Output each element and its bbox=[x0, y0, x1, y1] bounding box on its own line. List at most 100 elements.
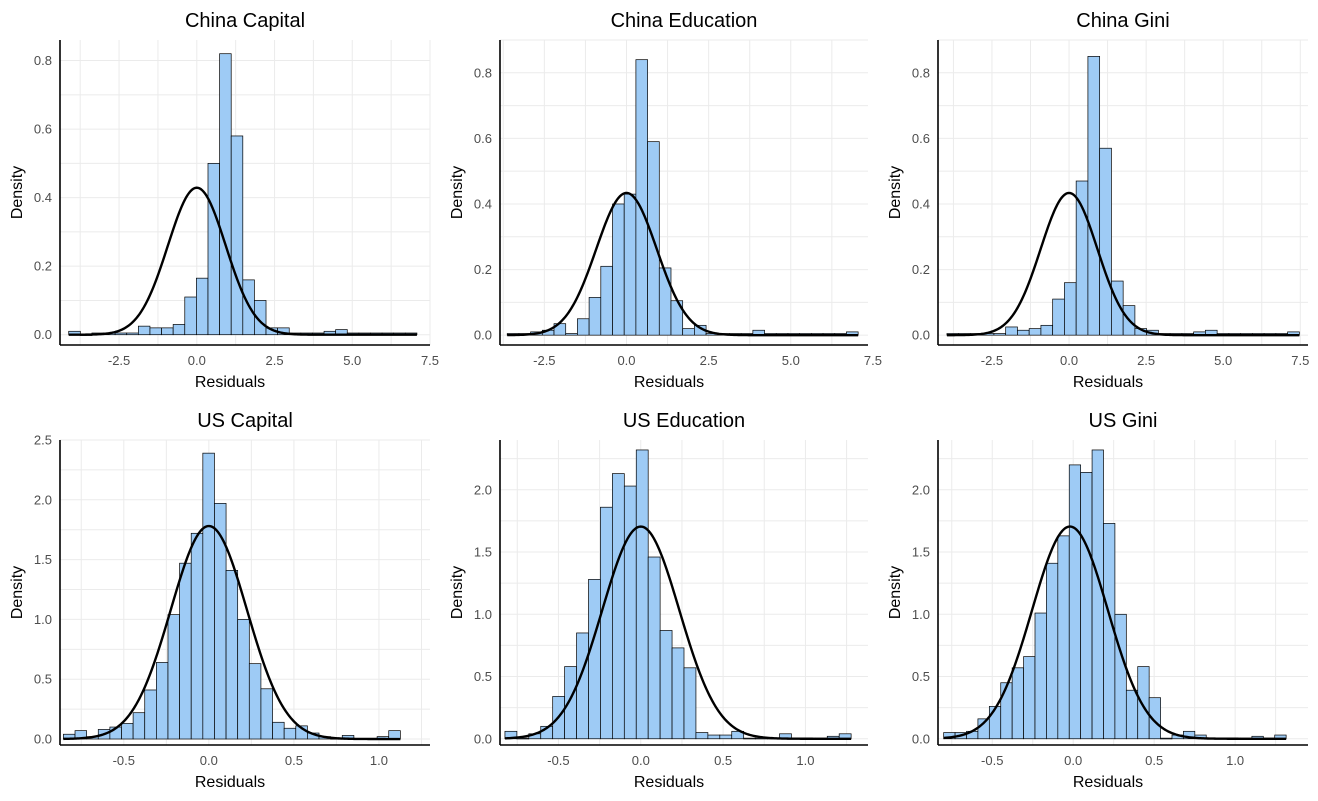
x-tick-label: 0.0 bbox=[1060, 353, 1078, 368]
histogram-bar bbox=[612, 473, 625, 740]
histogram-bar bbox=[254, 300, 267, 336]
china-capital-y-axis-title: Density bbox=[9, 166, 26, 219]
histogram-bar bbox=[1000, 682, 1013, 740]
y-tick-label: 0.2 bbox=[912, 262, 930, 277]
histogram-bar bbox=[612, 203, 625, 336]
us-capital-density-curve bbox=[63, 524, 401, 741]
histogram-bar bbox=[1068, 464, 1082, 740]
histogram-bar bbox=[1114, 613, 1127, 740]
histogram-bar bbox=[623, 485, 637, 740]
x-tick-label: 0.5 bbox=[285, 753, 303, 768]
us-gini-panel: -0.5 0.0 0.5 1.0 0.0 0.5 1.0 1.5 2.0 US Gini Resid… bbox=[887, 410, 1308, 791]
histogram-bar bbox=[1080, 472, 1093, 740]
y-tick-label: 0.2 bbox=[474, 262, 492, 277]
y-tick-label: 0.6 bbox=[34, 122, 52, 137]
x-tick-label: -0.5 bbox=[547, 753, 569, 768]
y-tick-label: 2.0 bbox=[912, 482, 930, 497]
histogram-bar bbox=[388, 730, 401, 740]
china-education-grid bbox=[500, 39, 868, 345]
china-gini-title: China Gini bbox=[1076, 10, 1169, 32]
x-tick-label: -2.5 bbox=[981, 353, 1003, 368]
histogram-bar bbox=[121, 723, 134, 740]
x-tick-label: 1.0 bbox=[1226, 753, 1244, 768]
histogram-bar bbox=[577, 318, 590, 336]
us-education-x-axis-title: Residuals bbox=[634, 774, 704, 791]
y-tick-label: 0.5 bbox=[912, 669, 930, 684]
us-education-y-axis-title: Density bbox=[449, 566, 466, 619]
histogram-bar bbox=[671, 647, 685, 740]
histogram-bar bbox=[993, 333, 1007, 336]
y-tick-label: 2.0 bbox=[34, 492, 52, 507]
y-tick-label: 0.0 bbox=[474, 731, 492, 746]
china-capital-x-axis-title: Residuals bbox=[195, 374, 265, 391]
y-tick-label: 0.0 bbox=[912, 328, 930, 343]
y-tick-label: 0.0 bbox=[474, 328, 492, 343]
histogram-bar bbox=[1137, 666, 1150, 740]
y-tick-label: 1.0 bbox=[34, 612, 52, 627]
histogram-bar bbox=[132, 712, 146, 740]
histogram-bar bbox=[219, 53, 232, 336]
y-tick-label: 0.0 bbox=[912, 731, 930, 746]
histogram-bar bbox=[743, 737, 756, 740]
histogram-bar bbox=[564, 666, 577, 740]
y-tick-label: 1.5 bbox=[474, 545, 492, 560]
histogram-bar bbox=[196, 277, 209, 336]
histogram-bar bbox=[659, 630, 673, 740]
histogram-bar bbox=[230, 135, 244, 336]
y-tick-label: 0.4 bbox=[34, 190, 52, 205]
x-tick-label: 0.0 bbox=[617, 353, 635, 368]
y-tick-label: 0.2 bbox=[34, 259, 52, 274]
histogram-bar bbox=[1125, 689, 1139, 740]
histogram-bar bbox=[272, 721, 285, 740]
histogram-bar bbox=[260, 688, 273, 740]
x-tick-label: 0.0 bbox=[632, 753, 650, 768]
y-tick-label: 1.0 bbox=[912, 607, 930, 622]
histogram-bar bbox=[988, 706, 1002, 740]
x-tick-label: 0.0 bbox=[200, 753, 218, 768]
china-education-panel: -2.5 0.0 2.5 5.0 7.5 0.0 0.2 0.4 0.6 0.8 China Edu… bbox=[449, 10, 882, 391]
y-tick-label: 1.0 bbox=[474, 607, 492, 622]
x-tick-label: -2.5 bbox=[108, 353, 130, 368]
x-tick-label: 7.5 bbox=[1291, 353, 1309, 368]
histogram-bar bbox=[683, 667, 697, 740]
histogram-bar bbox=[114, 332, 128, 336]
x-tick-label: 1.0 bbox=[370, 753, 388, 768]
us-gini-y-axis-title: Density bbox=[887, 566, 904, 619]
china-capital-panel: -2.5 0.0 2.5 5.0 7.5 0.0 0.2 0.4 0.6 0.8 China Cap… bbox=[9, 10, 439, 391]
x-tick-label: 7.5 bbox=[864, 353, 882, 368]
x-tick-label: -0.5 bbox=[981, 753, 1003, 768]
us-capital-panel: -0.5 0.0 0.5 1.0 0.0 0.5 1.0 1.5 2.0 2.5 US Capita… bbox=[9, 410, 430, 791]
y-tick-label: 0.6 bbox=[474, 131, 492, 146]
histogram-bar bbox=[126, 332, 139, 336]
china-education-bars bbox=[506, 59, 859, 336]
histogram-bar bbox=[144, 689, 157, 740]
histogram-bar bbox=[623, 193, 637, 336]
china-gini-panel: -2.5 0.0 2.5 5.0 7.5 0.0 0.2 0.4 0.6 0.8 China Gin… bbox=[887, 10, 1309, 391]
histogram-bar bbox=[161, 327, 174, 336]
x-tick-label: -2.5 bbox=[533, 353, 555, 368]
china-education-density-curve bbox=[507, 191, 859, 337]
histogram-bar bbox=[1052, 298, 1065, 336]
x-tick-label: 0.0 bbox=[1064, 753, 1082, 768]
us-gini-density-curve bbox=[943, 525, 1287, 740]
histogram-bar bbox=[248, 663, 262, 740]
china-education-title: China Education bbox=[611, 10, 758, 32]
histogram-bar bbox=[647, 556, 661, 740]
histogram-bar bbox=[1064, 282, 1077, 336]
histogram-bar bbox=[695, 732, 709, 740]
histogram-bar bbox=[237, 619, 250, 740]
histogram-bar bbox=[1017, 329, 1030, 336]
x-tick-label: -0.5 bbox=[113, 753, 135, 768]
y-tick-label: 0.0 bbox=[34, 732, 52, 747]
x-tick-label: 2.5 bbox=[265, 353, 283, 368]
histogram-bar bbox=[214, 503, 227, 740]
y-tick-label: 0.8 bbox=[474, 65, 492, 80]
y-tick-label: 0.6 bbox=[912, 131, 930, 146]
china-capital-density-curve bbox=[68, 186, 417, 336]
histogram-bar bbox=[1091, 449, 1104, 740]
us-capital-x-axis-title: Residuals bbox=[195, 774, 265, 791]
histogram-bar bbox=[1075, 180, 1089, 336]
histogram-bar bbox=[167, 614, 180, 740]
histogram-bar bbox=[1099, 147, 1112, 336]
histogram-bar bbox=[190, 532, 204, 740]
